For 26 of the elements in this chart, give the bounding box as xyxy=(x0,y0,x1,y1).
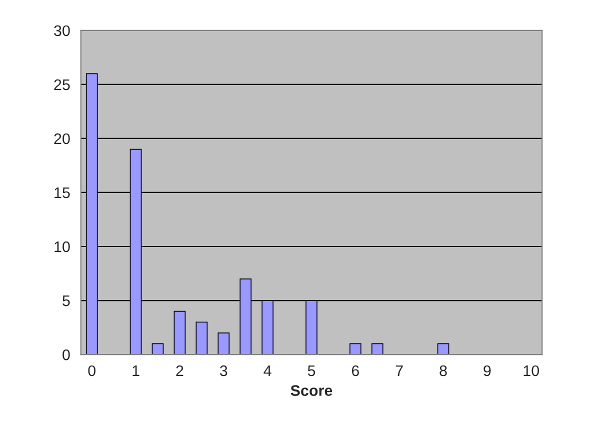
y-tick-label: 25 xyxy=(54,79,70,90)
bar xyxy=(437,343,450,355)
x-tick-label: 10 xyxy=(524,365,540,376)
bar xyxy=(196,322,208,355)
x-tick-label: 5 xyxy=(308,366,316,376)
x-tick-label: 2 xyxy=(176,365,184,376)
x-tick-label: 9 xyxy=(484,365,491,376)
y-tick-label: 20 xyxy=(54,133,70,144)
x-axis-title: Score xyxy=(290,385,332,396)
x-tick-label: 3 xyxy=(220,365,228,376)
bar xyxy=(218,332,230,355)
x-tick-label: 0 xyxy=(88,365,96,376)
bar xyxy=(371,343,384,355)
bar xyxy=(174,310,186,355)
y-tick-label: 10 xyxy=(54,241,70,252)
x-tick-label: 8 xyxy=(440,365,447,376)
x-tick-label: 1 xyxy=(132,366,140,376)
y-tick-label: 15 xyxy=(54,188,70,198)
bar xyxy=(349,343,362,355)
y-tick-label: 0 xyxy=(62,349,70,360)
x-tick-label: 4 xyxy=(264,366,272,376)
x-tick-label: 6 xyxy=(352,365,359,376)
y-tick-label: 30 xyxy=(54,25,70,36)
y-tick-label: 5 xyxy=(62,296,70,306)
bar xyxy=(152,343,164,355)
x-tick-label: 7 xyxy=(396,366,403,376)
